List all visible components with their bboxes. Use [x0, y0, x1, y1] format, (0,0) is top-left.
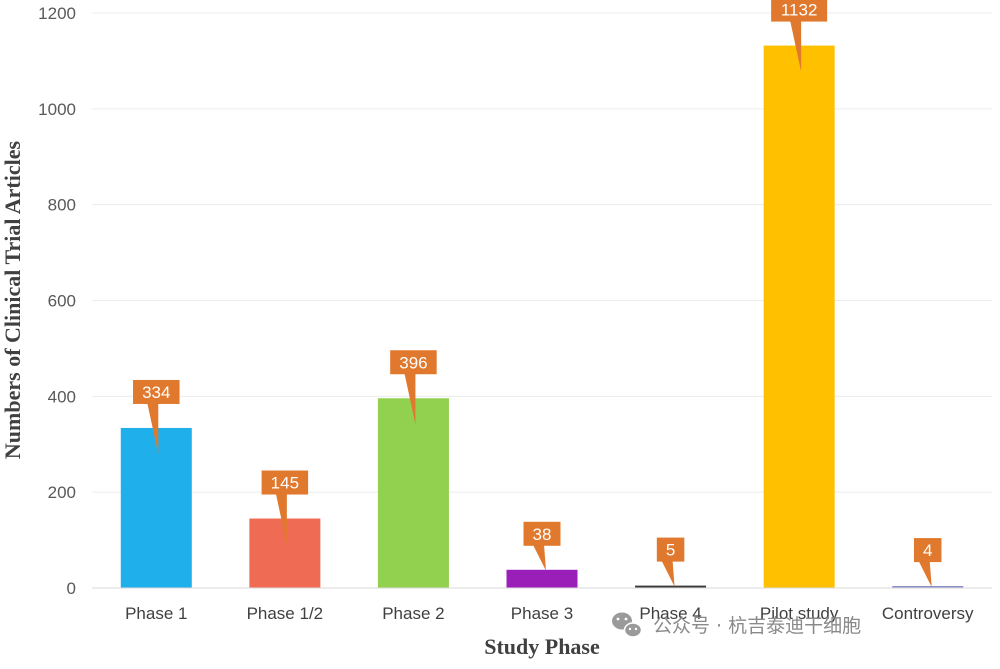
- data-label-value: 4: [923, 541, 932, 560]
- x-tick-label: Pilot study: [760, 604, 839, 623]
- data-label-pointer: [275, 493, 287, 545]
- bar-phase-1: [120, 427, 192, 588]
- data-label-pointer: [661, 560, 675, 587]
- data-labels: 334 145 396 38 5 1132 4: [133, 0, 942, 588]
- x-axis-categories: Phase 1 Phase 1/2 Phase 2 Phase 3 Phase 4 Pil…: [125, 604, 974, 623]
- data-label-box: [523, 521, 561, 546]
- data-label-box: [133, 379, 180, 404]
- x-tick-label: Phase 1/2: [247, 604, 324, 623]
- data-label-value: 145: [271, 474, 299, 493]
- bars: [120, 45, 964, 589]
- watermark-text: 公众号 · 杭吉泰迪干细胞: [653, 615, 861, 637]
- y-tick-label: 600: [48, 292, 76, 311]
- watermark: 公众号 · 杭吉泰迪干细胞: [612, 612, 861, 638]
- data-label-value: 5: [666, 541, 675, 560]
- y-tick-label: 1200: [38, 4, 76, 23]
- wechat-icon: [612, 612, 643, 638]
- data-label-pointer: [147, 402, 159, 454]
- gridlines: [92, 12, 992, 493]
- y-tick-label: 200: [48, 483, 76, 502]
- data-label-pointer: [790, 20, 802, 72]
- data-label-value: 334: [142, 383, 170, 402]
- data-label-box: [261, 470, 309, 495]
- data-label: 334: [133, 379, 180, 454]
- data-label-pointer: [918, 561, 932, 588]
- data-label-value: 38: [533, 525, 552, 544]
- y-tick-label: 800: [48, 196, 76, 215]
- data-label: 396: [390, 350, 437, 425]
- data-label: 5: [656, 537, 685, 587]
- bar-phase-2: [377, 398, 449, 588]
- y-tick-label: 0: [67, 579, 76, 598]
- data-label-value: 396: [399, 353, 427, 372]
- x-tick-label: Phase 1: [125, 604, 187, 623]
- data-label: 38: [523, 521, 561, 571]
- data-label-box: [771, 0, 828, 22]
- x-tick-label: Phase 4: [639, 604, 701, 623]
- data-label: 4: [913, 538, 942, 588]
- data-label-box: [656, 537, 685, 562]
- data-label-pointer: [404, 373, 416, 425]
- x-tick-label: Phase 2: [382, 604, 444, 623]
- bar-phase-3: [506, 569, 578, 588]
- y-tick-label: 400: [48, 387, 76, 406]
- data-label: 145: [261, 470, 309, 545]
- y-tick-label: 1000: [38, 100, 76, 119]
- bar-phase-4: [635, 585, 707, 588]
- data-label-box: [390, 350, 437, 375]
- data-label-value: 1132: [781, 1, 818, 20]
- bar-pilot-study: [763, 45, 835, 589]
- data-label-box: [913, 538, 942, 563]
- x-tick-label: Phase 3: [511, 604, 573, 623]
- y-axis-ticks: 0 200 400 600 800 1000 1200: [38, 4, 76, 598]
- bar-controversy: [892, 586, 964, 588]
- x-tick-label: Controversy: [882, 604, 974, 623]
- data-label: 1132: [771, 0, 828, 72]
- x-axis-title: Study Phase: [484, 634, 600, 659]
- y-axis-title: Numbers of Clinical Trial Articles: [0, 140, 25, 459]
- data-label-pointer: [533, 544, 546, 571]
